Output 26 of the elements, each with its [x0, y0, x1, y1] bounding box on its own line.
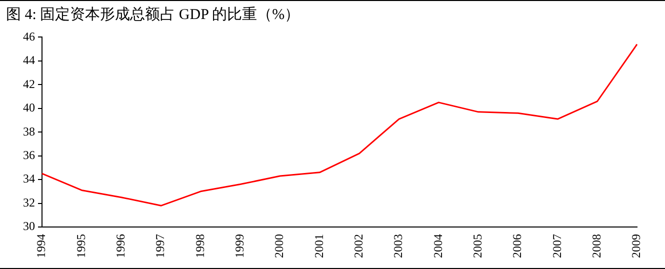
y-tick-label: 42 [23, 76, 35, 91]
y-tick-label: 38 [23, 124, 35, 138]
x-tick-label: 1998 [192, 234, 207, 258]
x-tick-label: 1994 [34, 234, 48, 258]
x-tick-label: 1995 [74, 234, 88, 258]
y-tick-label: 32 [23, 195, 35, 210]
x-tick-label: 1996 [113, 234, 128, 258]
x-tick-label: 2003 [391, 234, 406, 258]
y-tick-label: 36 [23, 148, 35, 162]
x-tick-label: 2006 [510, 234, 524, 258]
y-tick-label: 44 [23, 53, 35, 68]
x-tick-label: 2005 [470, 234, 484, 258]
chart-title: 图 4: 固定资本形成总额占 GDP 的比重（%） [5, 5, 301, 25]
y-tick-label: 30 [23, 219, 35, 234]
x-tick-label: 1999 [232, 234, 246, 258]
x-tick-label: 2007 [550, 234, 564, 258]
x-tick-label: 2000 [272, 234, 286, 258]
x-tick-label: 2009 [629, 234, 644, 258]
y-tick-label: 34 [23, 172, 35, 186]
x-tick-label: 2008 [589, 234, 604, 258]
y-tick-label: 40 [23, 100, 35, 115]
x-tick-label: 2004 [430, 234, 445, 258]
y-tick-label: 46 [23, 29, 35, 44]
x-tick-label: 2001 [312, 234, 326, 258]
x-tick-label: 2002 [351, 234, 366, 258]
x-tick-label: 1997 [153, 234, 168, 258]
